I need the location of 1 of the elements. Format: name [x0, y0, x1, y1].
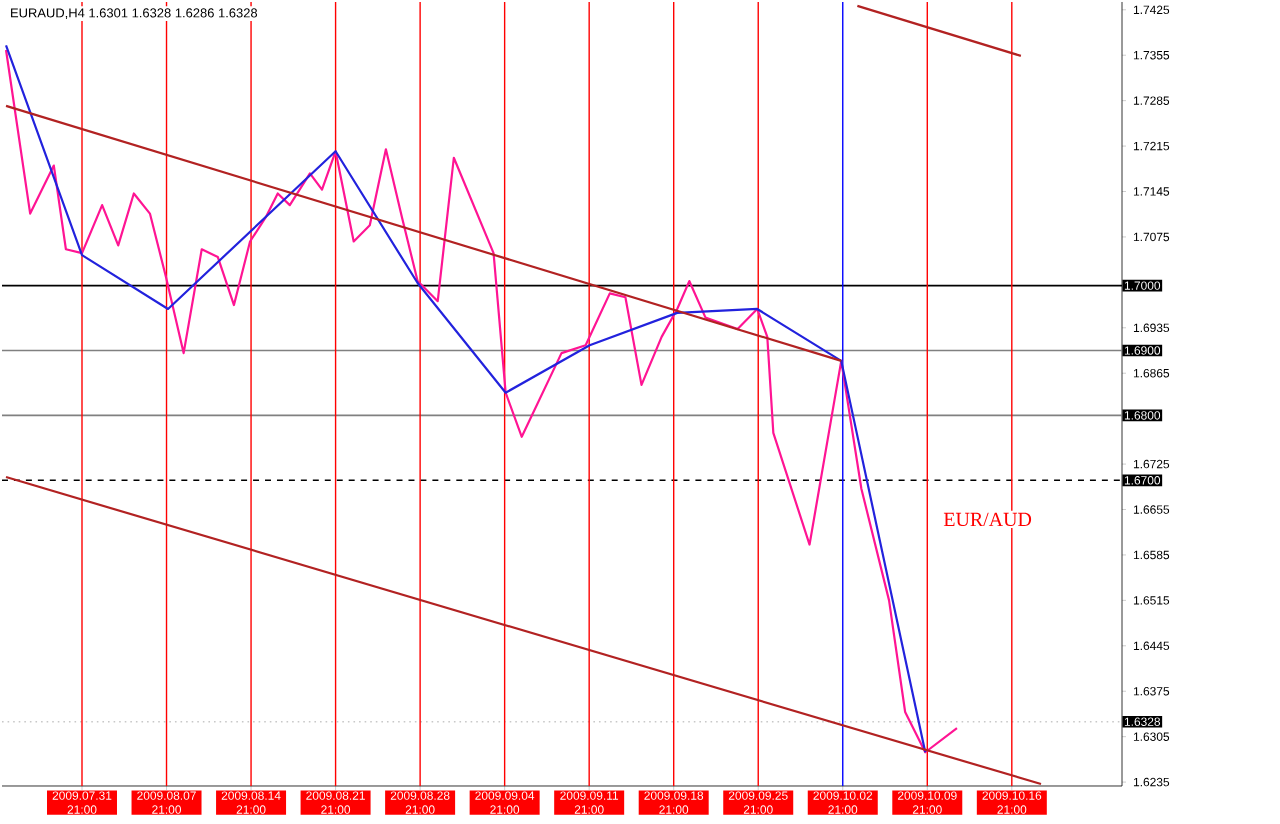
annotation: EUR/AUD: [943, 512, 1032, 527]
